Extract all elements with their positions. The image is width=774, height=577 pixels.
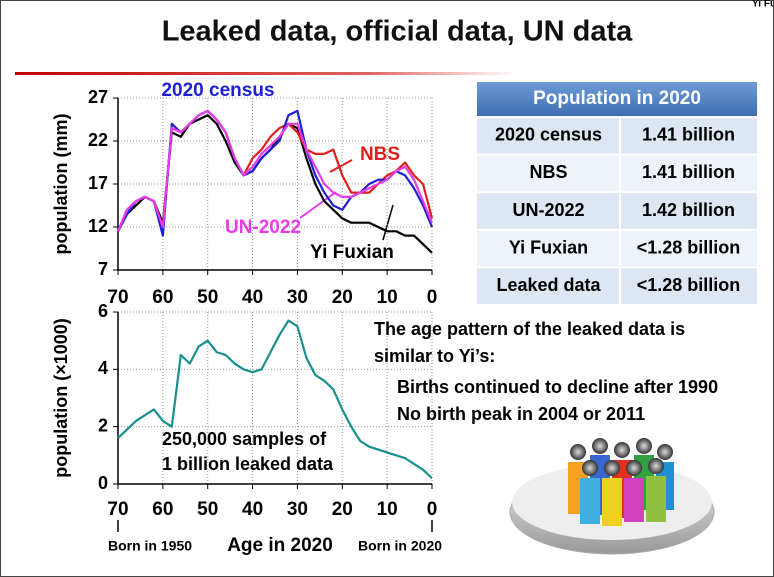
series-label: 2020 census xyxy=(161,80,274,101)
table-cell: <1.28 billion xyxy=(637,237,741,257)
note-line: The age pattern of the leaked data is xyxy=(374,319,685,339)
table-row-bg xyxy=(477,230,757,267)
table-cell: Yi Fuxian xyxy=(509,237,588,257)
y-tick-label: 7 xyxy=(98,259,108,279)
series-label: Yi Fuxian xyxy=(310,242,394,263)
table-cell: 2020 census xyxy=(495,125,602,145)
x-tick-label: 20 xyxy=(332,499,353,520)
table-row-bg xyxy=(477,155,757,192)
corner-label: Yi Fuxian xyxy=(752,0,774,10)
table-cell: Leaked data xyxy=(496,275,601,295)
annotation-arrow xyxy=(299,191,337,219)
annotation-arrow xyxy=(329,159,353,173)
y-axis-label: population (×1000) xyxy=(51,318,71,478)
x-tick-label: 0 xyxy=(427,287,438,308)
series-line xyxy=(116,109,434,232)
x-tick-label: 0 xyxy=(427,499,438,520)
y-tick-label: 0 xyxy=(98,473,108,493)
chart-annotation: 250,000 samples of xyxy=(162,429,327,449)
chart-annotation: 1 billion leaked data xyxy=(162,454,334,474)
title-rule xyxy=(15,72,515,75)
x-tick-label: 10 xyxy=(377,287,398,308)
table-cell: 1.41 billion xyxy=(642,162,735,182)
y-tick-label: 2 xyxy=(98,415,108,435)
note-bullet: No birth peak in 2004 or 2011 xyxy=(397,404,645,424)
table-row-bg xyxy=(477,268,757,304)
x-tick-label: 20 xyxy=(332,287,353,308)
people-graphic xyxy=(509,438,715,555)
x-tick-label: 60 xyxy=(152,287,173,308)
y-tick-label: 6 xyxy=(98,301,108,321)
table-cell: 1.42 billion xyxy=(642,200,735,220)
x-tick-label: 30 xyxy=(287,287,308,308)
y-tick-label: 17 xyxy=(88,173,108,193)
x-tick-label: 50 xyxy=(197,499,218,520)
data-line xyxy=(117,319,433,480)
table-cell: UN-2022 xyxy=(512,200,584,220)
table-cell: <1.28 billion xyxy=(637,275,741,295)
y-axis-label: population (mm) xyxy=(51,114,71,255)
slide-title: Leaked data, official data, UN data xyxy=(162,16,633,48)
table-row-bg xyxy=(477,193,757,229)
x-tick-label: 70 xyxy=(107,499,128,520)
series-label: UN-2022 xyxy=(225,217,301,238)
note-bullet: Births continued to decline after 1990 xyxy=(397,377,718,397)
x-tick-label: 50 xyxy=(197,287,218,308)
x-tick-label: 60 xyxy=(152,499,173,520)
annotation-arrow xyxy=(382,204,394,241)
y-tick-label: 12 xyxy=(88,216,108,236)
x-tick-label: 30 xyxy=(287,499,308,520)
x-annotation: Born in 2020 xyxy=(358,538,442,554)
x-tick-label: 40 xyxy=(242,499,263,520)
x-tick-label: 40 xyxy=(242,287,263,308)
series-label: NBS xyxy=(360,144,400,165)
y-tick-label: 4 xyxy=(98,358,108,378)
note-line: similar to Yi’s: xyxy=(374,346,495,366)
table-header-bg xyxy=(477,82,757,116)
x-tick-label: 10 xyxy=(377,499,398,520)
x-tick-label: 70 xyxy=(107,287,128,308)
table-cell: 1.41 billion xyxy=(642,125,735,145)
table-header: Population in 2020 xyxy=(533,88,701,109)
y-tick-label: 22 xyxy=(88,130,108,150)
table-cell: NBS xyxy=(529,162,567,182)
x-annotation: Born in 1950 xyxy=(108,538,192,554)
y-tick-label: 27 xyxy=(88,87,108,107)
x-axis-label: Age in 2020 xyxy=(227,535,333,556)
table-row-bg xyxy=(477,118,757,154)
